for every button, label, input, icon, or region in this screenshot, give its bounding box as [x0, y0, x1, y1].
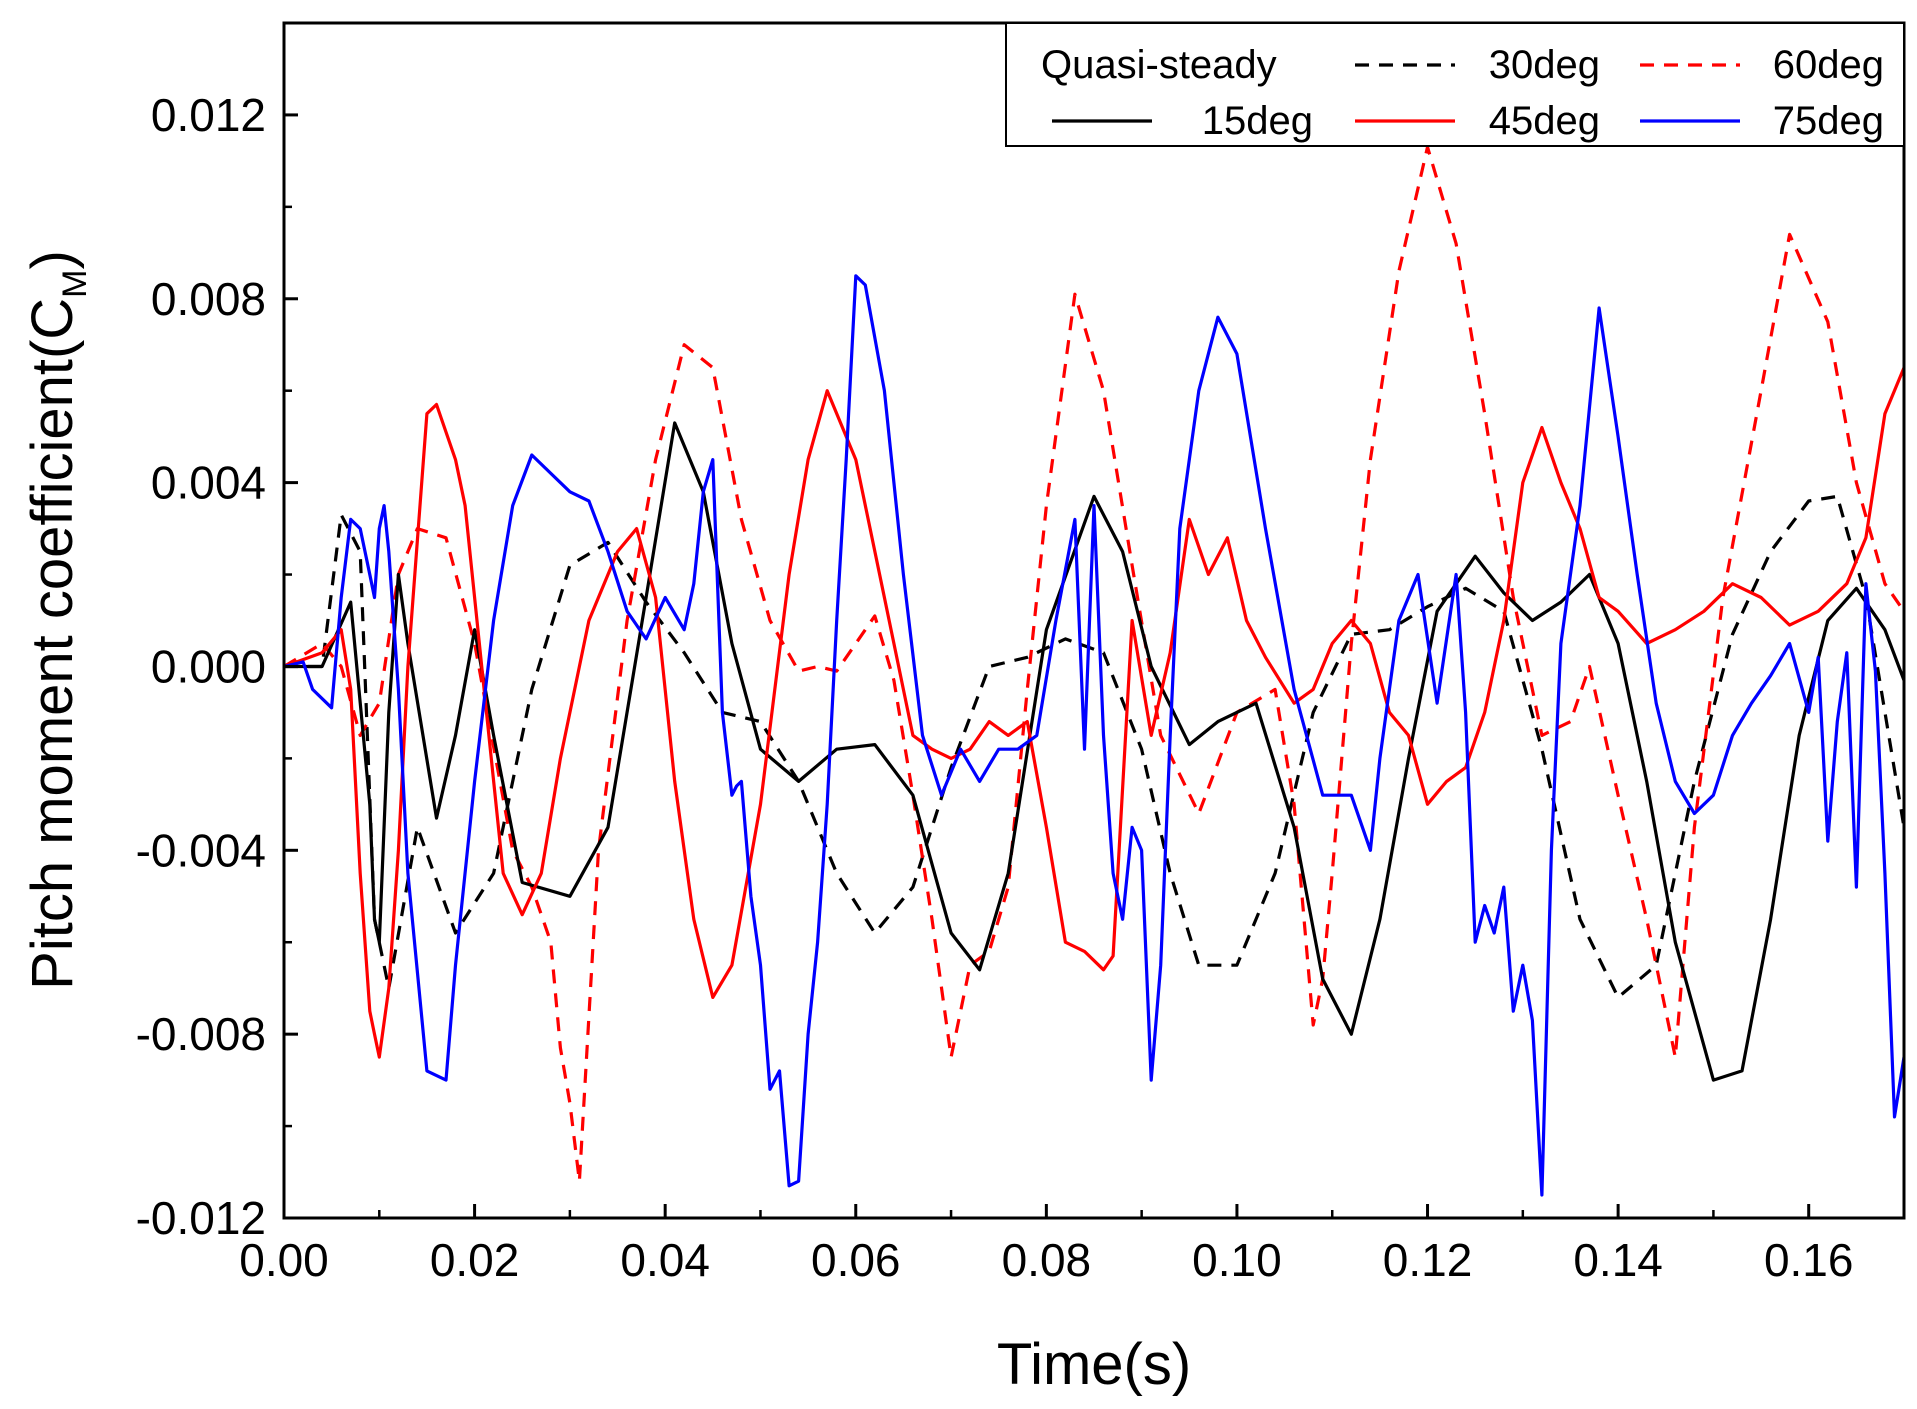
x-tick-label: 0.00 — [239, 1234, 329, 1286]
y-tick-label: -0.012 — [136, 1192, 266, 1244]
x-tick-label: 0.02 — [430, 1234, 520, 1286]
legend: Quasi-steady 30deg 60deg 15deg 45deg 75deg — [1005, 22, 1905, 147]
legend-label-30deg: 30deg — [1489, 43, 1600, 87]
x-tick-label: 0.06 — [811, 1234, 901, 1286]
y-tick-label: -0.008 — [136, 1008, 266, 1060]
plot-series-group — [284, 145, 1904, 1197]
y-axis-title-close: ) — [20, 250, 85, 269]
y-tick-label: -0.004 — [136, 824, 266, 876]
series-line-15deg — [284, 421, 1904, 1082]
legend-label-45deg: 45deg — [1489, 99, 1600, 143]
x-tick-label: 0.16 — [1764, 1234, 1854, 1286]
x-tick-label: 0.08 — [1002, 1234, 1092, 1286]
x-tick-label: 0.04 — [620, 1234, 710, 1286]
legend-entries: 30deg 60deg 15deg 45deg 75deg — [1052, 43, 1884, 143]
series-line-60deg — [284, 145, 1904, 1183]
y-axis-title-subscript: M — [56, 270, 94, 298]
legend-label-15deg: 15deg — [1202, 99, 1313, 143]
series-line-45deg — [284, 367, 1904, 1059]
legend-title: Quasi-steady — [1041, 43, 1277, 87]
legend-label-60deg: 60deg — [1773, 43, 1884, 87]
x-axis-ticks: 0.00 0.02 0.04 0.06 0.08 0.10 0.12 0.14 0.16 — [239, 1204, 1906, 1286]
legend-box — [1005, 22, 1905, 147]
y-axis-ticks: -0.012 -0.008 -0.004 0.000 0.004 0.008 0.012 — [136, 89, 298, 1244]
series-line-30deg — [284, 494, 1904, 1000]
x-axis-title: Time(s) — [997, 1332, 1191, 1397]
y-axis-title-main: Pitch moment coefficient(C — [20, 298, 85, 990]
y-tick-label: 0.000 — [151, 640, 266, 692]
series-line-75deg — [284, 274, 1904, 1197]
y-axis-title: Pitch moment coefficient(CM) — [20, 250, 94, 990]
legend-label-75deg: 75deg — [1773, 99, 1884, 143]
y-tick-label: 0.004 — [151, 457, 266, 509]
y-tick-label: 0.008 — [151, 273, 266, 325]
x-tick-label: 0.12 — [1383, 1234, 1473, 1286]
y-tick-label: 0.012 — [151, 89, 266, 141]
x-tick-label: 0.10 — [1192, 1234, 1282, 1286]
x-tick-label: 0.14 — [1573, 1234, 1663, 1286]
